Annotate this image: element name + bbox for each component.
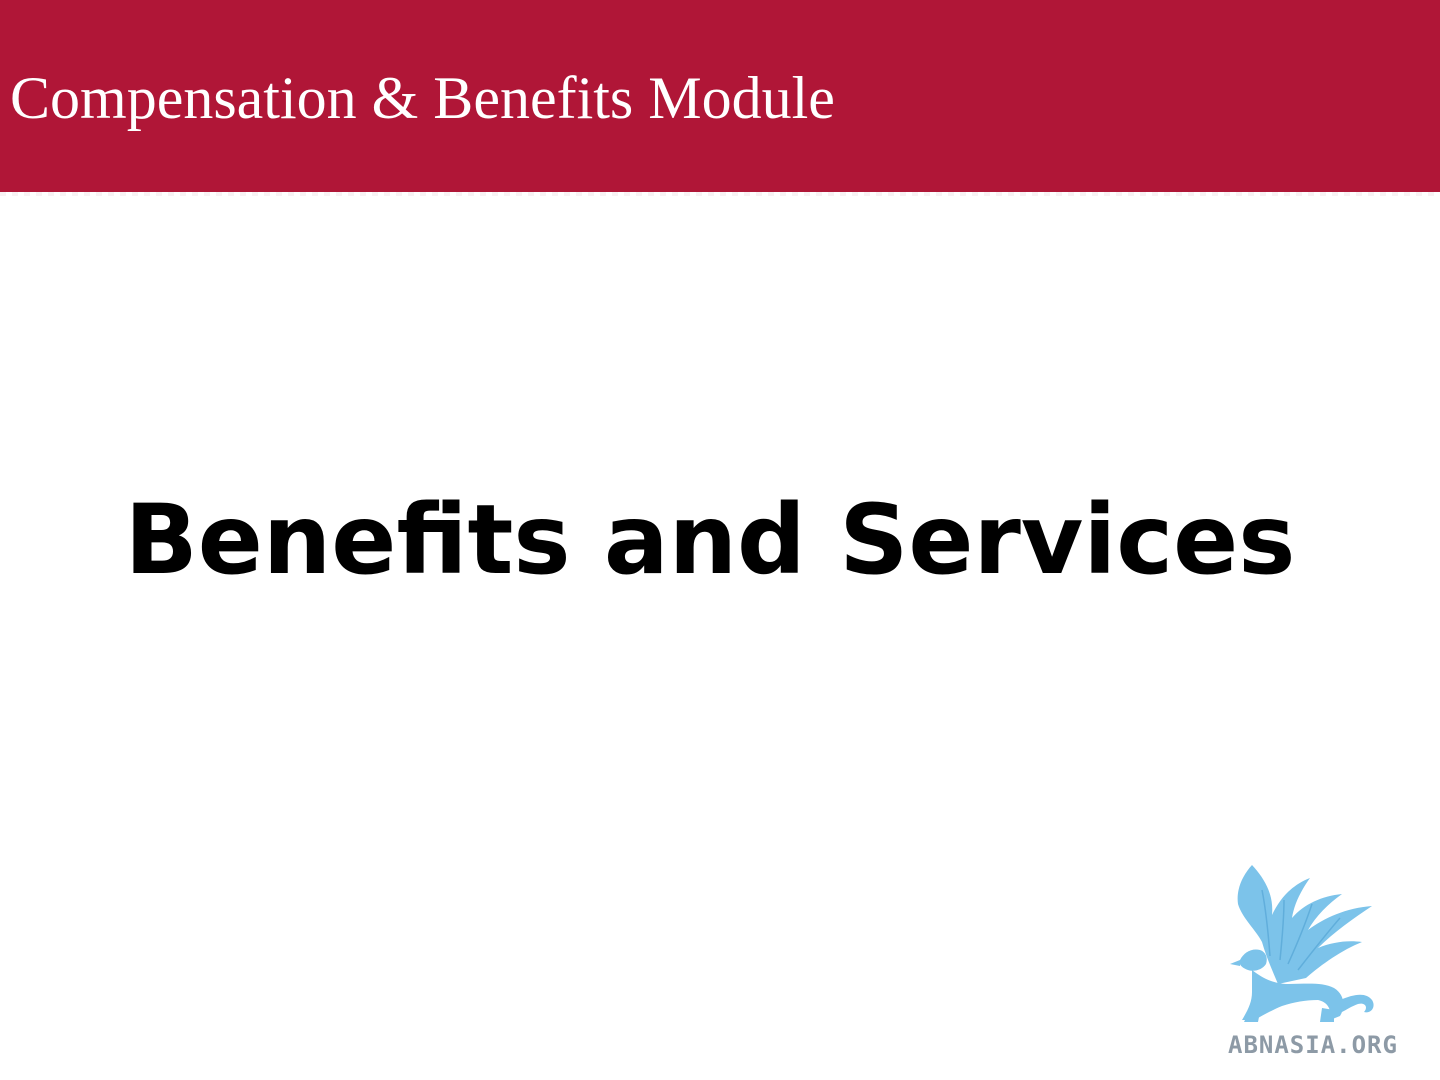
header-band: Compensation & Benefits Module bbox=[0, 0, 1440, 192]
header-divider bbox=[0, 192, 1440, 196]
header-title: Compensation & Benefits Module bbox=[10, 65, 835, 131]
griffin-logo-icon bbox=[1230, 865, 1374, 1022]
logo-text: ABNASIA.ORG bbox=[1228, 1031, 1398, 1059]
slide-title: Benefits and Services bbox=[124, 484, 1296, 596]
